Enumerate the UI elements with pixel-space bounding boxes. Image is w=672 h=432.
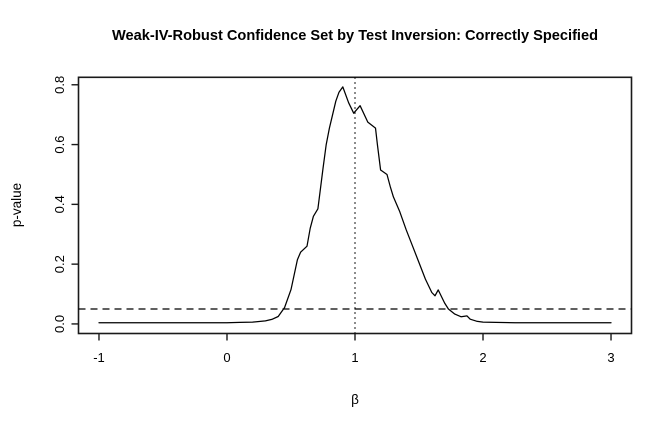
y-tick-label: 0.0 [52,315,67,333]
x-tick-label: 3 [607,350,614,365]
chart-title: Weak-IV-Robust Confidence Set by Test In… [112,28,598,44]
plot-box [77,76,633,335]
y-axis-label: p-value [9,183,24,227]
reference-lines [78,77,632,334]
y-tick-label: 0.8 [52,76,67,94]
y-axis: 0.0 0.2 0.4 0.6 0.8 [52,76,79,333]
x-tick-label: -1 [93,350,105,365]
x-tick-label: 1 [351,350,358,365]
x-tick-label: 0 [223,350,230,365]
y-tick-label: 0.2 [52,255,67,273]
x-axis-label: β [351,392,359,407]
p-value-curve [98,86,612,324]
x-tick-label: 2 [479,350,486,365]
y-tick-label: 0.6 [52,136,67,154]
x-axis: -1 0 1 2 3 [93,333,615,365]
y-tick-label: 0.4 [52,195,67,213]
